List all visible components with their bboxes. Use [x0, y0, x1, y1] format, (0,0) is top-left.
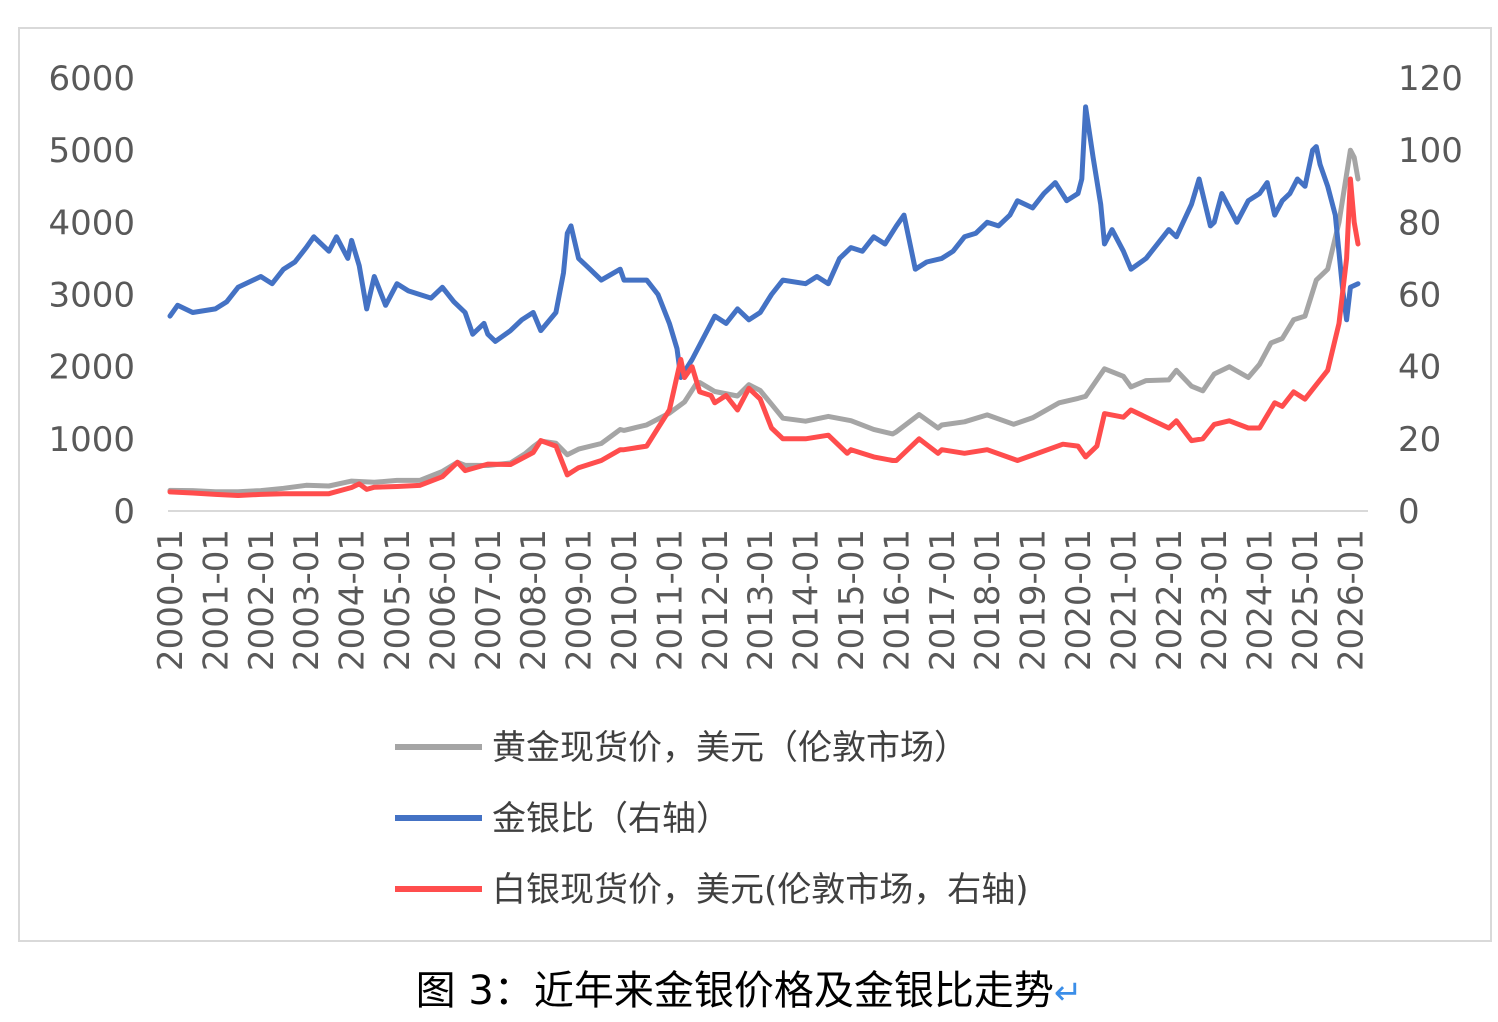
x-tick-label: 2023-01 [1195, 529, 1235, 671]
legend-label: 金银比（右轴） [492, 799, 730, 839]
x-tick-label: 2010-01 [605, 529, 645, 671]
x-tick-label: 2018-01 [968, 529, 1008, 671]
x-tick-label: 2026-01 [1331, 529, 1371, 671]
legend: 黄金现货价，美元（伦敦市场） 金银比（右轴） 白银现货价，美元(伦敦市场，右轴) [395, 728, 1029, 910]
x-tick-label: 2012-01 [696, 529, 736, 671]
x-tick-label: 2021-01 [1104, 529, 1144, 671]
right-tick-label: 100 [1398, 131, 1463, 171]
x-tick-label: 2001-01 [196, 529, 236, 671]
series-line-1 [167, 104, 1361, 380]
x-tick-label: 2013-01 [741, 529, 781, 671]
x-tick-label: 2011-01 [650, 529, 690, 671]
x-tick-label: 2002-01 [242, 529, 282, 671]
series-lines [167, 104, 1361, 498]
right-axis-ticks: 120 100 80 60 40 20 0 [1398, 59, 1463, 532]
x-tick-label: 2009-01 [560, 529, 600, 671]
x-tick-label: 2008-01 [514, 529, 554, 671]
caption-text: 图 3：近年来金银价格及金银比走势 [415, 968, 1054, 1014]
right-tick-label: 40 [1398, 348, 1441, 388]
right-tick-label: 120 [1398, 59, 1463, 99]
x-tick-label: 2003-01 [287, 529, 327, 671]
right-tick-label: 60 [1398, 276, 1441, 316]
x-axis-ticks: 2000-01 2001-01 2002-01 2003-01 2004-01 2005-… [151, 529, 1371, 671]
x-tick-label: 2006-01 [423, 529, 463, 671]
x-tick-label: 2025-01 [1286, 529, 1326, 671]
left-tick-label: 3000 [48, 276, 135, 316]
left-tick-label: 1000 [48, 420, 135, 460]
x-tick-label: 2007-01 [469, 529, 509, 671]
x-tick-label: 2014-01 [787, 529, 827, 671]
legend-label: 黄金现货价，美元（伦敦市场） [492, 728, 968, 768]
x-tick-label: 2000-01 [151, 529, 191, 671]
legend-label: 白银现货价，美元(伦敦市场，右轴) [492, 870, 1029, 910]
x-tick-label: 2005-01 [378, 529, 418, 671]
x-tick-label: 2016-01 [877, 529, 917, 671]
x-tick-label: 2004-01 [333, 529, 373, 671]
left-axis-ticks: 6000 5000 4000 3000 2000 1000 0 [48, 59, 135, 532]
left-tick-label: 4000 [48, 203, 135, 243]
left-tick-label: 6000 [48, 59, 135, 99]
right-tick-label: 0 [1398, 492, 1420, 532]
series-line-0 [167, 147, 1361, 495]
x-tick-label: 2015-01 [832, 529, 872, 671]
right-tick-label: 80 [1398, 203, 1441, 243]
x-tick-label: 2017-01 [923, 529, 963, 671]
return-mark: ↵ [1053, 973, 1083, 1013]
left-tick-label: 2000 [48, 348, 135, 388]
x-tick-label: 2024-01 [1241, 529, 1281, 671]
chart-frame: 6000 5000 4000 3000 2000 1000 0 120 100 80 60 40 20… [18, 27, 1492, 942]
figure-caption: 图 3：近年来金银价格及金银比走势↵ [0, 958, 1498, 1016]
left-tick-label: 5000 [48, 131, 135, 171]
x-tick-label: 2019-01 [1014, 529, 1054, 671]
x-tick-label: 2020-01 [1059, 529, 1099, 671]
chart-svg: 6000 5000 4000 3000 2000 1000 0 120 100 80 60 40 20… [48, 59, 1463, 910]
series-line-2 [167, 176, 1361, 498]
right-tick-label: 20 [1398, 420, 1441, 460]
left-tick-label: 0 [113, 492, 135, 532]
x-tick-label: 2022-01 [1150, 529, 1190, 671]
